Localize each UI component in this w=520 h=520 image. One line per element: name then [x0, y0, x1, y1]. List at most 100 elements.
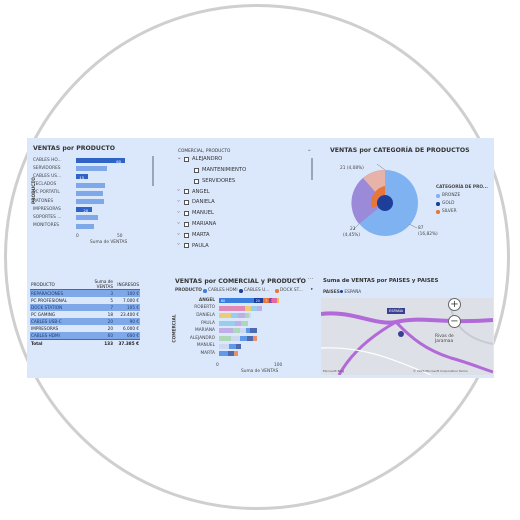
expand-chevron-icon[interactable]: › — [175, 210, 182, 214]
table-row[interactable]: DOCK STATION 7 105 € — [30, 304, 140, 311]
map-view[interactable]: ESPAÑA Rivas de Jaramaa + − Microsoft Bi… — [321, 298, 493, 375]
slicer-checkbox[interactable] — [194, 167, 199, 173]
stacked-segment[interactable] — [219, 336, 231, 341]
slicer-checkbox[interactable] — [184, 232, 189, 238]
slicer-checkbox[interactable] — [184, 189, 189, 195]
stacked-segment[interactable] — [263, 298, 269, 303]
slicer-checkbox[interactable] — [184, 157, 189, 162]
stacked-segment[interactable] — [249, 313, 252, 319]
stacked-segment[interactable] — [272, 298, 277, 303]
table-row[interactable]: CABLES USB-C 20 90 € — [30, 318, 140, 325]
stacked-category-label: MARTA — [200, 350, 215, 356]
stacked-segment[interactable] — [235, 320, 242, 326]
expand-chevron-icon[interactable]: › — [175, 200, 182, 203]
slicer-title: COMERCIAL, PRODUCTO — [178, 149, 231, 154]
stacked-segment[interactable] — [234, 351, 238, 357]
expand-chevron-icon[interactable]: › — [175, 189, 182, 192]
stacked-segment[interactable] — [219, 313, 231, 319]
expand-chevron-icon[interactable]: › — [175, 221, 182, 224]
table-header-ingresos[interactable]: INGRESOS — [114, 279, 140, 290]
map-roads — [321, 298, 493, 375]
table-cell: 20 — [76, 318, 114, 325]
slicer-checkbox[interactable] — [194, 178, 199, 184]
table-cell: PC GAMING — [31, 312, 56, 317]
stacked-segment[interactable] — [245, 328, 251, 334]
stacked-segment[interactable] — [244, 313, 250, 319]
slicer-scrollbar[interactable] — [311, 158, 313, 180]
stacked-segment[interactable] — [219, 298, 254, 303]
table-row[interactable]: PC PROFESIONAL 5 7.000 € — [30, 297, 140, 304]
more-options-icon[interactable]: ⋯ — [308, 276, 314, 282]
legend-label: GOLD — [442, 201, 455, 206]
stacked-segment[interactable] — [277, 298, 280, 303]
stacked-segment[interactable] — [236, 343, 242, 349]
bar[interactable] — [76, 166, 108, 172]
stacked-segment[interactable] — [257, 305, 262, 311]
stacked-segment[interactable] — [219, 328, 233, 334]
stacked-segment[interactable] — [250, 328, 258, 334]
stacked-segment[interactable] — [239, 336, 247, 341]
slicer-checkbox[interactable] — [184, 200, 189, 206]
pie-label-b2: (4,45%) — [343, 233, 361, 238]
stacked-segment[interactable] — [251, 305, 258, 311]
table-cell: 90 € — [114, 318, 140, 325]
stacked-segment[interactable] — [219, 343, 230, 349]
stacked-segment[interactable] — [252, 336, 258, 341]
zoom-out-button[interactable]: − — [448, 315, 461, 328]
stacked-segment[interactable] — [244, 305, 252, 311]
stacked-segment-label: 7 — [265, 298, 268, 303]
stacked-segment[interactable] — [228, 351, 235, 357]
table-cell: 3 — [76, 289, 114, 297]
stacked-segment[interactable] — [237, 313, 245, 319]
table-row[interactable]: CABLES HDMI 60 600 € — [30, 332, 140, 340]
stacked-legend-title: PRODUCTO — [175, 288, 202, 293]
bar[interactable] — [76, 174, 89, 180]
expand-chevron-icon[interactable]: ⌄ — [177, 155, 182, 161]
table-row[interactable]: REPARACIONES 3 100 € — [30, 289, 140, 297]
table-row[interactable]: PC GAMING 18 23.400 € — [30, 311, 140, 318]
stacked-segment[interactable] — [246, 336, 253, 341]
stacked-legend-next-icon[interactable]: ▸ — [311, 287, 314, 292]
stacked-segment[interactable] — [230, 313, 238, 319]
filter-icon[interactable]: ⏷ — [286, 277, 291, 283]
slicer-dropdown-icon[interactable]: ⌄ — [307, 147, 312, 153]
legend-label: CABLES U... — [244, 288, 270, 293]
focus-mode-icon[interactable]: ⤢ — [297, 277, 302, 283]
slicer-checkbox[interactable] — [184, 221, 189, 227]
zoom-in-button[interactable]: + — [448, 298, 461, 311]
expand-chevron-icon[interactable]: › — [175, 243, 182, 246]
stacked-segment[interactable] — [219, 320, 236, 326]
bar[interactable] — [76, 182, 105, 188]
slicer-checkbox[interactable] — [184, 243, 189, 249]
table-cell: 600 € — [114, 332, 140, 340]
table-row[interactable]: IMPRESORAS 20 6.000 € — [30, 325, 140, 332]
bar[interactable] — [76, 158, 126, 163]
stacked-segment[interactable] — [219, 305, 245, 311]
table-header-ventas[interactable]: Suma de VENTAS — [76, 279, 114, 290]
stacked-segment[interactable] — [232, 328, 240, 334]
stacked-segment[interactable] — [229, 343, 237, 349]
bar-chart-scrollbar[interactable] — [152, 156, 154, 186]
stacked-segment[interactable] — [268, 298, 273, 303]
slicer-item-label: PAULA — [192, 242, 209, 249]
legend-dot — [203, 289, 207, 293]
expand-chevron-icon[interactable]: › — [175, 232, 182, 235]
stacked-segment[interactable] — [219, 351, 229, 357]
bar[interactable] — [76, 199, 104, 204]
stacked-chart-xlabel: Suma de VENTAS — [241, 369, 279, 374]
bar[interactable] — [76, 190, 104, 196]
bar[interactable] — [76, 207, 93, 213]
table-header-producto[interactable]: PRODUCTO — [30, 279, 76, 290]
slicer-checkbox[interactable] — [184, 211, 189, 216]
stacked-tick-100: 100 — [274, 363, 283, 368]
bar[interactable] — [76, 223, 95, 229]
stacked-segment[interactable] — [239, 328, 246, 334]
map-credit-right: © 2023 Microsoft Corporation Terms — [413, 369, 468, 373]
bar[interactable] — [76, 215, 99, 221]
stacked-segment[interactable] — [253, 298, 264, 303]
table-total-cell: 37.385 € — [114, 339, 140, 347]
map-city-label: Rivas de Jaramaa — [435, 334, 454, 344]
stacked-segment[interactable] — [241, 320, 248, 326]
stacked-segment[interactable] — [230, 336, 240, 341]
slicer-panel: COMERCIAL, PRODUCTO ⌄ ⌄ ALEJANDRO MANTENIM… — [175, 138, 315, 249]
